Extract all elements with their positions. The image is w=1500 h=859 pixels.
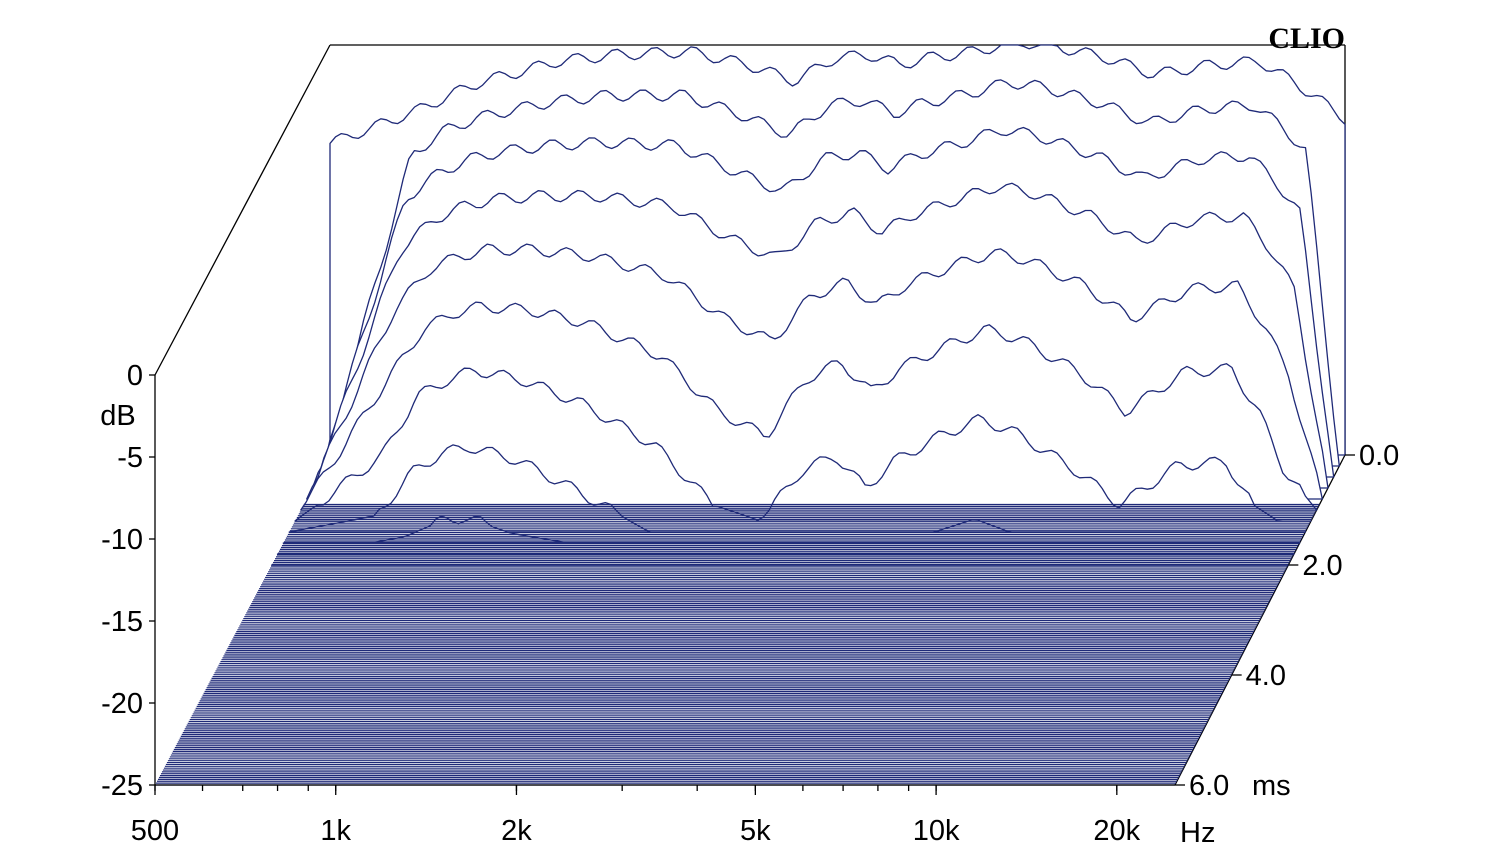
y-tick-label: -5 (117, 442, 143, 474)
x-tick-label: 1k (320, 815, 351, 847)
y-tick-label: -10 (101, 524, 143, 556)
y-tick-label: -25 (101, 770, 143, 802)
chart-axes: 0 -5 -10 -15 -20 -25 500 1k 2k 5k 10k 20k 0.0 2.0 4.0 6… (101, 360, 1399, 847)
y-tick-label: -15 (101, 606, 143, 638)
x-tick-label: 500 (131, 815, 179, 847)
z-tick-label: 2.0 (1302, 550, 1342, 582)
y-axis-label: dB (100, 400, 135, 432)
brand-logo: CLIO (1268, 22, 1345, 55)
x-axis-unit-label: Hz (1180, 817, 1215, 849)
z-tick-label: 6.0 (1189, 770, 1229, 802)
z-axis-unit-label: ms (1252, 770, 1291, 802)
waterfall-floor (155, 503, 1320, 786)
waterfall-slices (271, 44, 1346, 566)
y-tick-label: 0 (127, 360, 143, 392)
x-tick-label: 5k (740, 815, 771, 847)
x-tick-label: 2k (501, 815, 532, 847)
y-tick-label: -20 (101, 688, 143, 720)
x-tick-label: 10k (913, 815, 960, 847)
z-tick-label: 4.0 (1246, 660, 1286, 692)
frame-left-diagonal (154, 44, 331, 376)
z-tick-label: 0.0 (1359, 440, 1399, 472)
x-tick-label: 20k (1093, 815, 1140, 847)
